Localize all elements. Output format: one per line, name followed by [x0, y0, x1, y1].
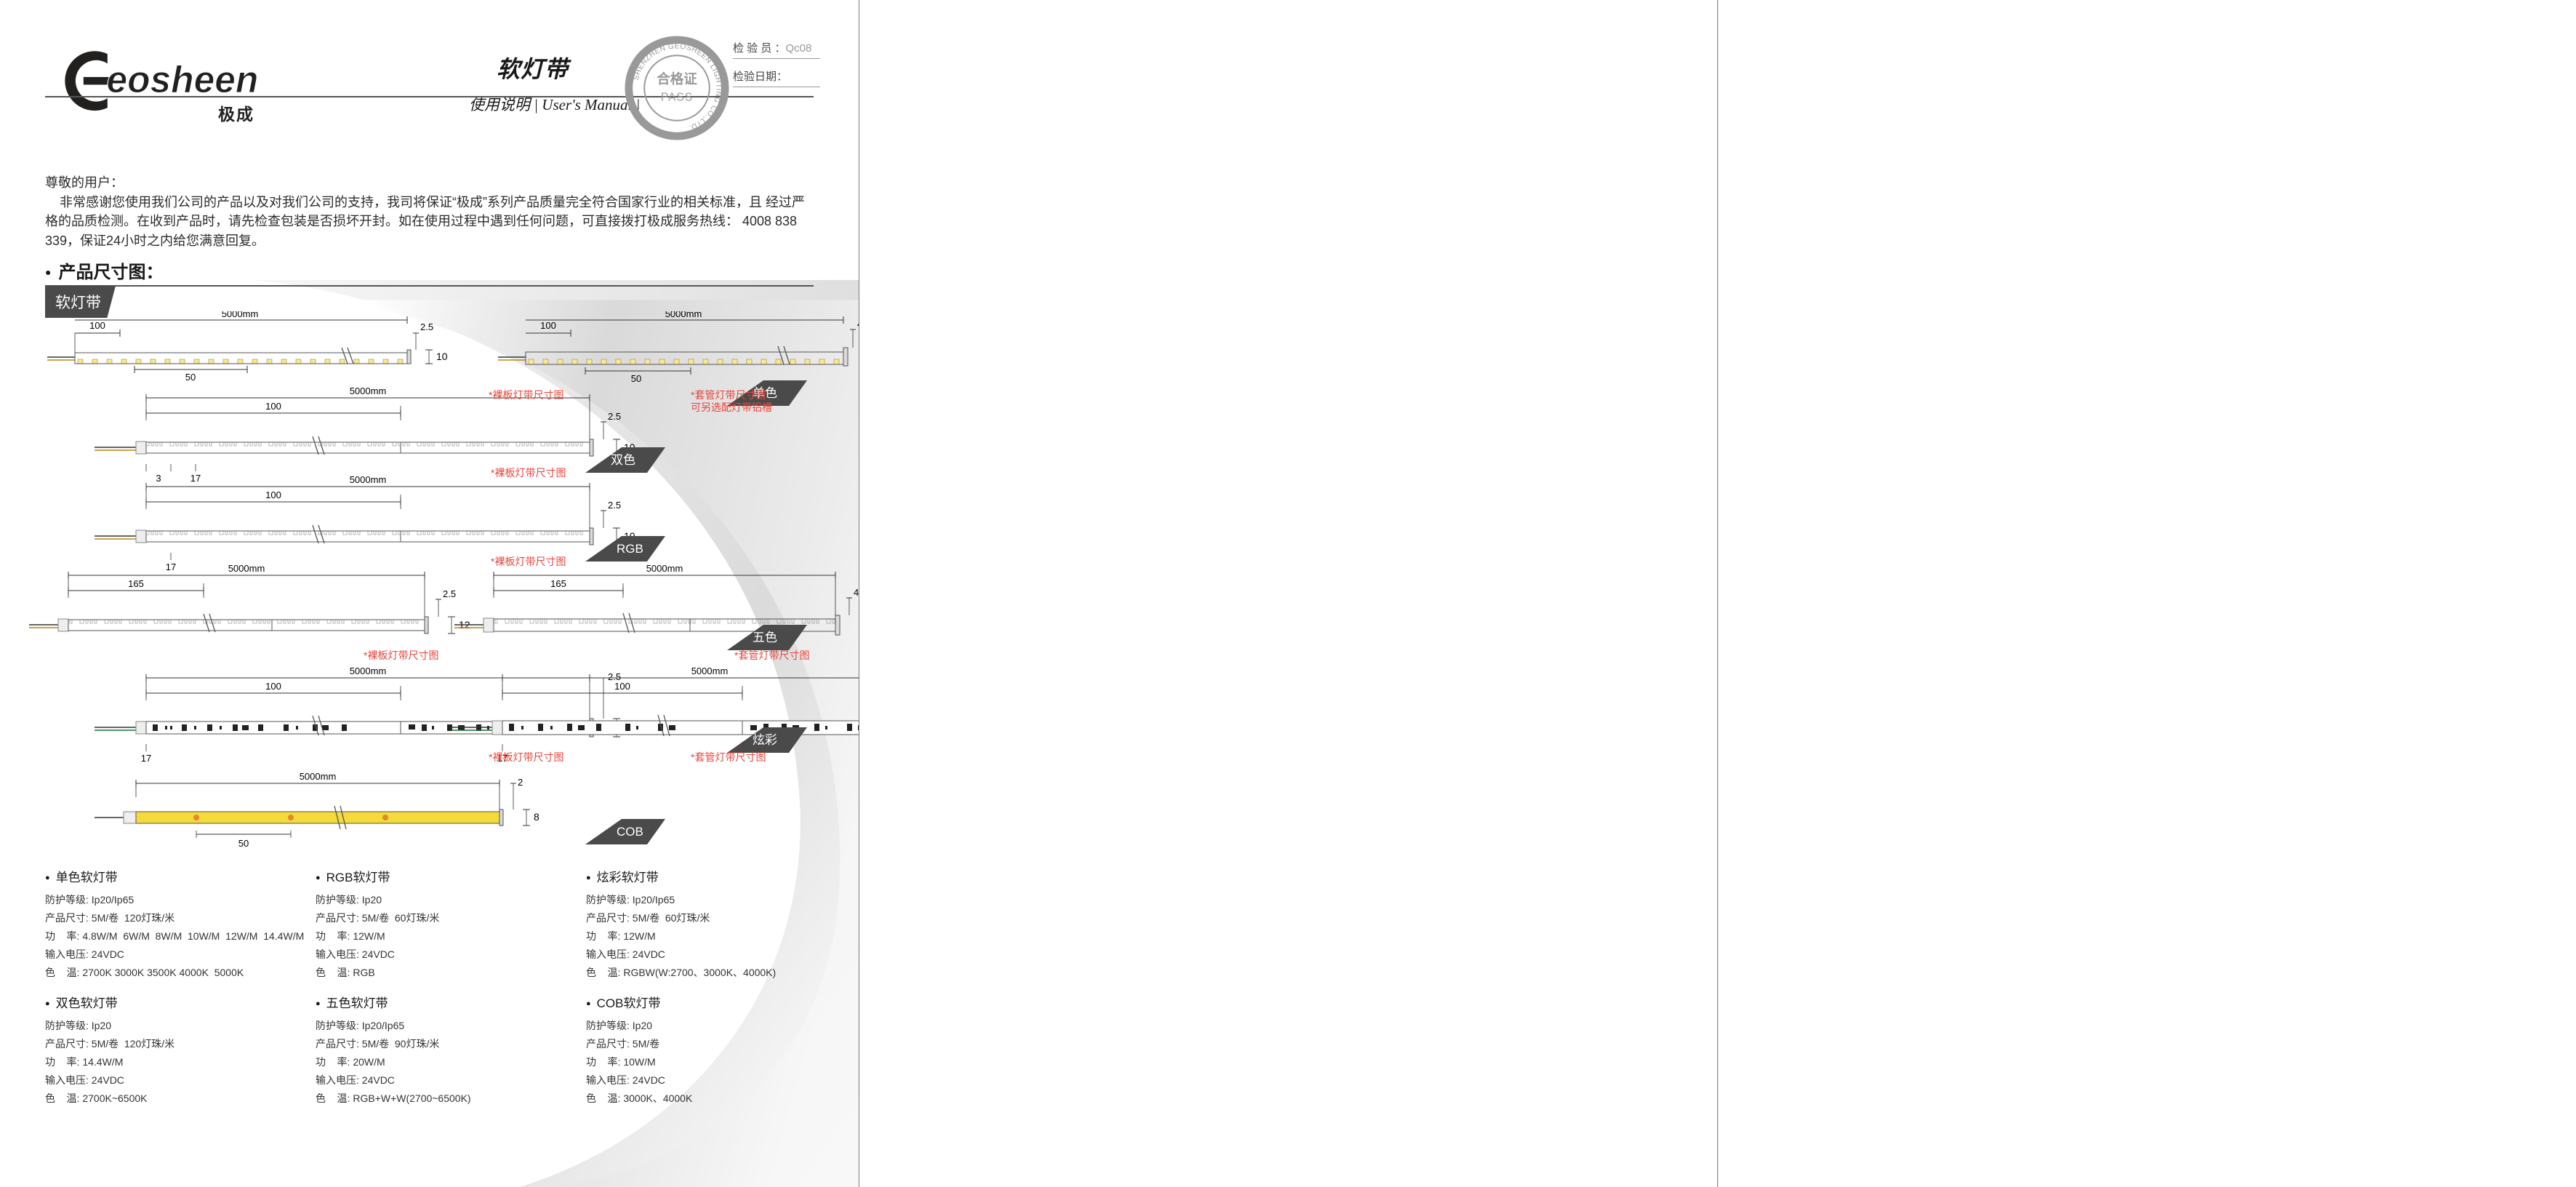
svg-text:5000mm: 5000mm [646, 563, 683, 574]
svg-text:5000mm: 5000mm [300, 771, 337, 782]
svg-text:合格证: 合格证 [657, 71, 697, 87]
svg-text:5000mm: 5000mm [350, 474, 387, 485]
svg-text:50: 50 [238, 838, 249, 849]
svg-text:RGB: RGB [617, 542, 643, 556]
svg-text:5000mm: 5000mm [691, 666, 729, 676]
svg-text:165: 165 [128, 578, 144, 589]
svg-text:100: 100 [265, 489, 281, 500]
svg-text:10: 10 [436, 351, 448, 362]
svg-text:100: 100 [265, 681, 281, 692]
svg-text:2.5: 2.5 [420, 321, 433, 332]
svg-text:5000mm: 5000mm [665, 311, 702, 319]
svg-text:2.5: 2.5 [608, 411, 621, 422]
svg-text:4.5: 4.5 [854, 587, 859, 598]
svg-text:COB: COB [617, 825, 643, 839]
svg-text:5000mm: 5000mm [228, 563, 265, 574]
svg-text:PASS: PASS [661, 92, 693, 104]
svg-text:炫彩: 炫彩 [753, 733, 777, 747]
svg-text:2.5: 2.5 [443, 588, 456, 599]
svg-text:8: 8 [534, 811, 539, 823]
svg-text:100: 100 [540, 320, 556, 331]
svg-text:165: 165 [550, 578, 566, 589]
svg-text:eosheen: eosheen [106, 58, 258, 100]
svg-text:2.5: 2.5 [608, 500, 621, 511]
svg-text:4.5: 4.5 [857, 319, 859, 329]
svg-text:5000mm: 5000mm [350, 666, 387, 676]
svg-text:双色: 双色 [611, 453, 635, 467]
svg-text:100: 100 [89, 320, 105, 331]
svg-text:5000mm: 5000mm [222, 311, 259, 319]
svg-text:5000mm: 5000mm [350, 385, 387, 396]
svg-text:2: 2 [518, 777, 523, 788]
svg-text:五色: 五色 [753, 631, 777, 644]
svg-text:100: 100 [265, 401, 281, 412]
svg-text:100: 100 [614, 681, 630, 692]
